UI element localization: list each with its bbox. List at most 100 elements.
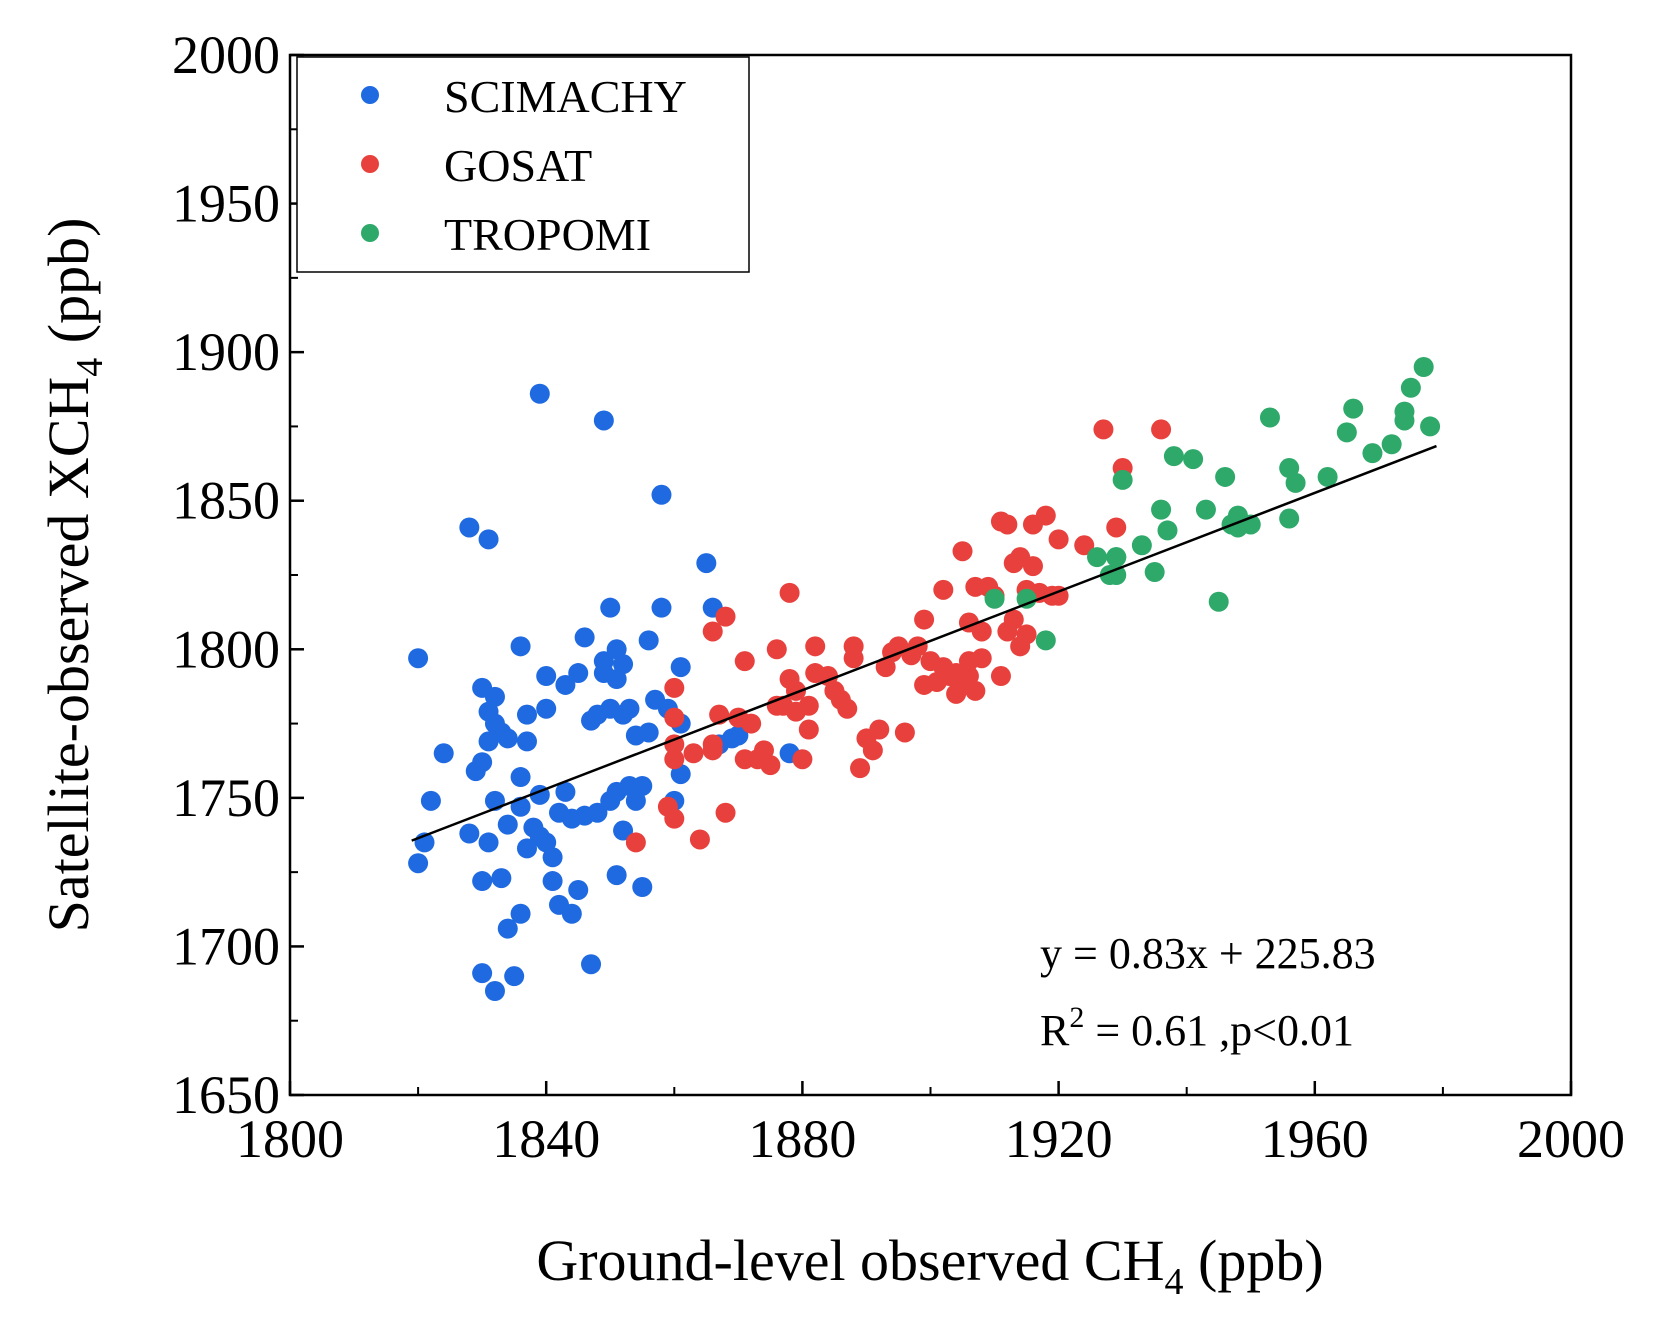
point-tropomi	[1151, 499, 1172, 520]
point-gosat	[1074, 535, 1095, 556]
point-gosat	[798, 695, 819, 716]
x-axis-ticks: 1800 1840 1880 1920 1960 2000	[236, 1081, 1625, 1169]
point-scimachy	[516, 838, 537, 859]
legend-marker-tropomi	[361, 224, 379, 242]
x-tick-label: 2000	[1517, 1109, 1625, 1169]
series-tropomi	[984, 357, 1441, 651]
point-gosat	[1048, 529, 1069, 550]
r-squared-tail: = 0.61 ,p<0.01	[1084, 1006, 1354, 1055]
legend-marker-scimachy	[361, 86, 379, 104]
point-gosat	[933, 579, 954, 600]
x-tick-label: 1800	[236, 1109, 344, 1169]
data-points	[408, 357, 1441, 1001]
point-tropomi	[1106, 547, 1127, 568]
point-tropomi	[1131, 535, 1152, 556]
point-gosat	[792, 749, 813, 770]
point-tropomi	[1336, 422, 1357, 443]
point-gosat	[683, 743, 704, 764]
point-gosat	[971, 648, 992, 669]
point-scimachy	[728, 725, 749, 746]
point-gosat	[843, 648, 864, 669]
point-scimachy	[510, 636, 531, 657]
point-tropomi	[1279, 508, 1300, 529]
point-gosat	[702, 740, 723, 761]
point-gosat	[837, 698, 858, 719]
point-tropomi	[1087, 547, 1108, 568]
point-tropomi	[1035, 630, 1056, 651]
point-scimachy	[568, 879, 589, 900]
point-gosat	[850, 758, 871, 779]
point-scimachy	[568, 663, 589, 684]
point-gosat	[1093, 419, 1114, 440]
point-tropomi	[1362, 443, 1383, 464]
point-scimachy	[459, 823, 480, 844]
point-scimachy	[516, 704, 537, 725]
point-scimachy	[491, 868, 512, 889]
point-scimachy	[638, 722, 659, 743]
point-gosat	[734, 651, 755, 672]
point-scimachy	[651, 597, 672, 618]
point-gosat	[805, 636, 826, 657]
point-gosat	[741, 713, 762, 734]
point-gosat	[664, 808, 685, 829]
x-axis-title: Ground-level observed CH4 (ppb)	[536, 1228, 1323, 1303]
point-scimachy	[536, 698, 557, 719]
series-gosat	[625, 419, 1172, 853]
point-scimachy	[581, 954, 602, 975]
x-tick-label: 1880	[748, 1109, 856, 1169]
point-scimachy	[632, 775, 653, 796]
point-gosat	[997, 514, 1018, 535]
point-scimachy	[497, 814, 518, 835]
point-scimachy	[561, 903, 582, 924]
y-tick-label: 1700	[172, 916, 280, 976]
point-scimachy	[600, 597, 621, 618]
point-tropomi	[1163, 446, 1184, 467]
point-tropomi	[984, 588, 1005, 609]
point-gosat	[862, 740, 883, 761]
point-gosat	[894, 722, 915, 743]
legend: SCIMACHY GOSAT TROPOMI	[296, 56, 750, 273]
point-tropomi	[1394, 410, 1415, 431]
point-tropomi	[1343, 398, 1364, 419]
point-gosat	[689, 829, 710, 850]
y-tick-label: 1950	[172, 174, 280, 234]
point-scimachy	[542, 847, 563, 868]
point-gosat	[625, 832, 646, 853]
point-scimachy	[472, 871, 493, 892]
point-scimachy	[484, 981, 505, 1001]
x-axis-title-subscript: 4	[1165, 1261, 1184, 1303]
y-tick-label: 1800	[172, 619, 280, 679]
point-gosat	[760, 755, 781, 776]
point-gosat	[664, 749, 685, 770]
point-scimachy	[504, 966, 525, 987]
point-tropomi	[1285, 472, 1306, 493]
y-tick-label: 1900	[172, 322, 280, 382]
point-tropomi	[1106, 565, 1127, 585]
y-tick-label: 1850	[172, 471, 280, 531]
point-tropomi	[1420, 416, 1441, 437]
point-gosat	[965, 680, 986, 701]
point-scimachy	[510, 767, 531, 788]
point-scimachy	[696, 553, 717, 574]
point-gosat	[798, 719, 819, 740]
point-scimachy	[593, 410, 614, 431]
point-tropomi	[1413, 357, 1434, 377]
r-squared-prefix: R	[1040, 1006, 1070, 1055]
point-scimachy	[510, 903, 531, 924]
legend-label-tropomi: TROPOMI	[444, 209, 651, 260]
point-scimachy	[420, 790, 441, 811]
point-tropomi	[1016, 588, 1037, 609]
point-scimachy	[536, 666, 557, 687]
legend-label-scimachy: SCIMACHY	[444, 71, 687, 122]
point-scimachy	[632, 877, 653, 897]
point-tropomi	[1112, 469, 1133, 490]
point-tropomi	[1381, 434, 1402, 455]
point-gosat	[779, 582, 800, 603]
point-scimachy	[459, 517, 480, 538]
point-scimachy	[555, 781, 576, 802]
point-tropomi	[1259, 407, 1280, 428]
point-gosat	[766, 639, 787, 660]
r-squared-superscript: 2	[1069, 1001, 1084, 1034]
point-gosat	[1003, 609, 1024, 630]
point-gosat	[1106, 517, 1127, 538]
